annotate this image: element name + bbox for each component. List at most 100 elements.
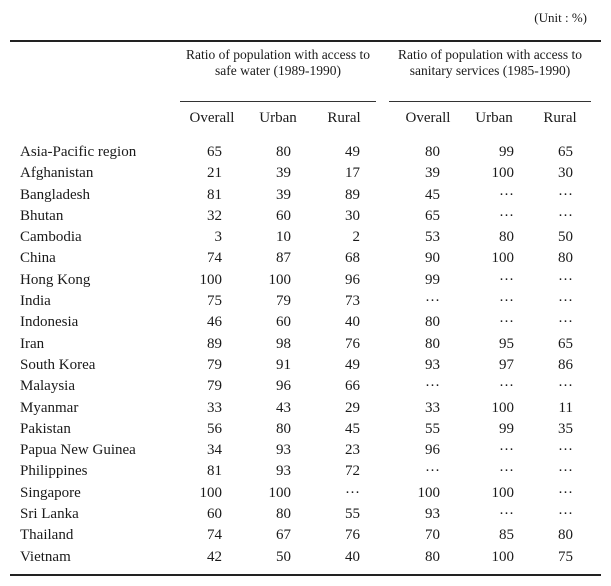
table-cell: 66 — [345, 378, 360, 395]
table-cell: 80 — [276, 144, 291, 160]
table-cell: 100 — [268, 484, 292, 501]
table-cell: ··· — [558, 378, 573, 395]
table-cell: 80 — [558, 250, 573, 267]
table-row: Hong Kong 100 100 96 99 ··· ··· — [0, 270, 611, 291]
country-name: Pakistan — [20, 420, 71, 437]
table-cell: 21 — [207, 165, 222, 182]
table-cell: 45 — [345, 420, 360, 437]
table-cell: 30 — [558, 165, 573, 182]
table-cell: 96 — [276, 378, 291, 395]
group-header-sanitary-services: Ratio of population with access to sanit… — [397, 47, 583, 78]
table-cell: 81 — [207, 463, 222, 480]
country-name: Philippines — [20, 463, 88, 480]
table-cell: 79 — [276, 293, 291, 310]
column-header-sanitation-rural: Rural — [543, 110, 577, 126]
table-row: Philippines 81 93 72 ··· ··· ··· — [0, 461, 611, 482]
column-header-sanitation-overall: Overall — [405, 110, 451, 126]
table-cell: 100 — [199, 484, 223, 501]
table-cell: 93 — [425, 506, 440, 523]
table-cell: 80 — [499, 229, 514, 246]
table-cell: 100 — [491, 399, 515, 416]
table-cell: 80 — [425, 335, 440, 352]
country-name: Malaysia — [20, 378, 75, 395]
country-name: Vietnam — [20, 548, 71, 565]
country-name: Bangladesh — [20, 186, 90, 203]
table-cell: 39 — [276, 186, 291, 203]
table-cell: 80 — [558, 527, 573, 544]
country-name: China — [20, 250, 56, 267]
table-cell: 10 — [276, 229, 291, 246]
table-cell: 34 — [207, 442, 222, 459]
table-row: India 75 79 73 ··· ··· ··· — [0, 291, 611, 312]
table-cell: 30 — [345, 207, 360, 224]
table-cell: ··· — [425, 378, 440, 395]
table-cell: 46 — [207, 314, 222, 331]
table-cell: ··· — [345, 484, 360, 501]
table-row: Thailand 74 67 76 70 85 80 — [0, 525, 611, 546]
table-cell: 96 — [425, 442, 440, 459]
group-header-safe-water: Ratio of population with access to safe … — [185, 47, 371, 78]
table-cell: 23 — [345, 442, 360, 459]
country-name: Afghanistan — [20, 165, 94, 182]
table-row: China 74 87 68 90 100 80 — [0, 248, 611, 269]
table-row: Bangladesh 81 39 89 45 ··· ··· — [0, 185, 611, 206]
table-row: Myanmar 33 43 29 33 100 11 — [0, 398, 611, 419]
table-cell: 100 — [417, 484, 441, 501]
table-cell: 95 — [499, 335, 514, 352]
column-header-water-urban: Urban — [259, 110, 297, 126]
table-cell: 39 — [425, 165, 440, 182]
table-cell: 91 — [276, 356, 291, 373]
table-cell: 60 — [207, 506, 222, 523]
table-cell: 99 — [499, 420, 514, 437]
top-rule — [10, 40, 601, 42]
country-name: Papua New Guinea — [20, 442, 136, 459]
table-cell: 50 — [276, 548, 291, 565]
country-name: Thailand — [20, 527, 74, 544]
country-name: Indonesia — [20, 314, 79, 331]
table-cell: ··· — [558, 506, 573, 523]
table-cell: 99 — [425, 271, 440, 288]
table-cell: ··· — [558, 314, 573, 331]
table-cell: 79 — [207, 356, 222, 373]
country-name: Hong Kong — [20, 271, 91, 288]
table-cell: ··· — [425, 293, 440, 310]
table-cell: 100 — [199, 271, 223, 288]
table-cell: 76 — [345, 527, 360, 544]
group-rule-safe-water — [180, 101, 376, 102]
table-cell: 60 — [276, 314, 291, 331]
table-cell: 33 — [425, 399, 440, 416]
table-cell: ··· — [558, 463, 573, 480]
table-cell: 80 — [425, 144, 440, 160]
table-cell: 100 — [491, 165, 515, 182]
table-cell: ··· — [499, 186, 514, 203]
table-row: Cambodia 3 10 2 53 80 50 — [0, 227, 611, 248]
table-cell: ··· — [558, 442, 573, 459]
table-cell: ··· — [558, 484, 573, 501]
table-cell: 65 — [558, 144, 573, 160]
table-cell: 98 — [276, 335, 291, 352]
table-cell: ··· — [499, 271, 514, 288]
bottom-rule — [10, 574, 601, 576]
table-cell: 100 — [491, 548, 515, 565]
table-cell: ··· — [499, 293, 514, 310]
table-cell: 90 — [425, 250, 440, 267]
country-name: Cambodia — [20, 229, 82, 246]
table-cell: 55 — [345, 506, 360, 523]
table-cell: 87 — [276, 250, 291, 267]
group-rule-sanitary-services — [389, 101, 591, 102]
table-cell: 55 — [425, 420, 440, 437]
table-cell: ··· — [499, 314, 514, 331]
table-row: Vietnam 42 50 40 80 100 75 — [0, 547, 611, 568]
column-header-water-overall: Overall — [189, 110, 235, 126]
table-cell: 81 — [207, 186, 222, 203]
table-cell: 85 — [499, 527, 514, 544]
country-name: South Korea — [20, 356, 96, 373]
table-cell: ··· — [499, 207, 514, 224]
table-cell: ··· — [558, 271, 573, 288]
table-row: Sri Lanka 60 80 55 93 ··· ··· — [0, 504, 611, 525]
table-cell: 75 — [207, 293, 222, 310]
table-cell: 33 — [207, 399, 222, 416]
table-cell: 29 — [345, 399, 360, 416]
table-row: Papua New Guinea 34 93 23 96 ··· ··· — [0, 440, 611, 461]
table-cell: 3 — [214, 229, 223, 246]
